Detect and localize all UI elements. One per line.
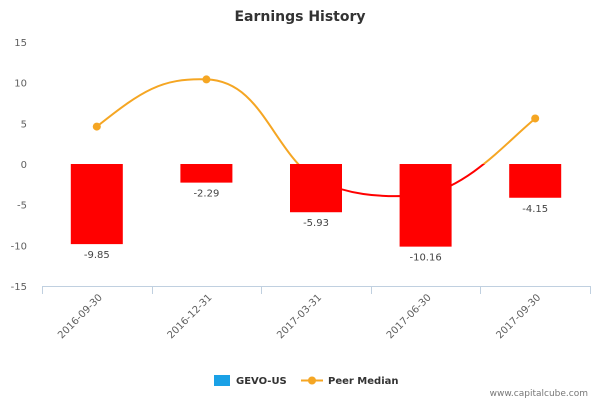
y-tick-label-4: -5 (17, 201, 27, 212)
bar-GEVO-US-0 (70, 164, 123, 245)
bar-GEVO-US-1 (180, 164, 233, 183)
bar-GEVO-US-4 (509, 164, 562, 198)
data-label-2: -5.93 (303, 218, 329, 229)
y-tick-label-2: 5 (21, 119, 27, 130)
data-label-0: -9.85 (84, 250, 110, 261)
x-tick-label-3: 2017-06-30 (385, 292, 434, 341)
y-tick-label-0: 15 (14, 38, 27, 49)
bars-group: -9.85 -2.29 -5.93 -10.16 -4.15 (70, 164, 562, 264)
peer-median-line-group (92, 75, 540, 198)
data-label-1: -2.29 (193, 189, 219, 200)
y-tick-label-1: 10 (14, 79, 27, 90)
bar-GEVO-US-3 (399, 164, 452, 247)
data-label-4: -4.15 (522, 204, 548, 215)
x-tick-label-1: 2016-12-31 (166, 292, 215, 341)
y-tick-label-6: -15 (11, 282, 27, 293)
peer-median-point-0 (92, 122, 101, 131)
y-tick-label-3: 0 (21, 160, 27, 171)
legend-marker-peer-median (308, 376, 316, 385)
peer-median-line-negative (296, 164, 486, 198)
legend-label-gevo[interactable]: GEVO-US (236, 376, 287, 387)
bar-GEVO-US-2 (290, 164, 342, 213)
legend-swatch-gevo (214, 375, 230, 386)
legend[interactable]: GEVO-US Peer Median (214, 375, 399, 387)
x-tick-label-2: 2017-03-31 (275, 292, 324, 341)
data-label-3: -10.16 (409, 253, 441, 264)
chart-title: Earnings History (234, 9, 365, 25)
peer-median-point-1 (202, 75, 211, 84)
peer-median-line-positive (96, 78, 536, 164)
y-tick-label-5: -10 (11, 241, 27, 252)
legend-label-peer-median[interactable]: Peer Median (328, 376, 399, 387)
x-tick-label-4: 2017-09-30 (494, 292, 543, 341)
credit-text: www.capitalcube.com (490, 389, 588, 399)
peer-median-point-4 (531, 114, 540, 123)
x-tick-label-0: 2016-09-30 (56, 292, 105, 341)
